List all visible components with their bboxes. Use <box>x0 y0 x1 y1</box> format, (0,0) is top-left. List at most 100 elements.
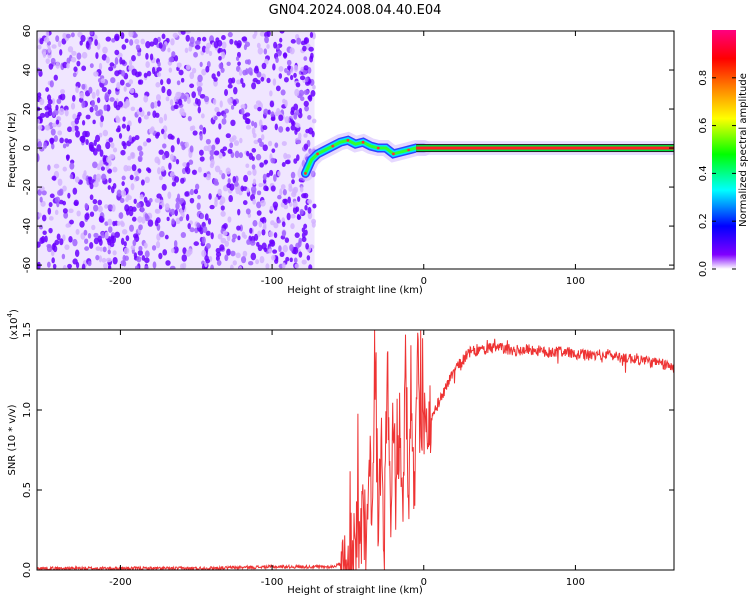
noise-point <box>147 219 154 227</box>
noise-point <box>200 113 205 119</box>
noise-point <box>89 106 94 113</box>
noise-point <box>81 100 86 109</box>
noise-point <box>137 250 143 256</box>
y-tick-label: 40 <box>22 64 33 77</box>
noise-point <box>120 70 126 77</box>
noise-point <box>259 162 264 168</box>
noise-point <box>120 149 126 156</box>
noise-point <box>191 169 197 175</box>
noise-point <box>266 172 270 178</box>
noise-point <box>248 152 254 160</box>
noise-point <box>263 108 269 116</box>
noise-point <box>277 194 282 200</box>
noise-point <box>107 168 113 174</box>
noise-point <box>82 130 88 138</box>
noise-point <box>53 135 59 143</box>
noise-point <box>252 219 258 227</box>
noise-point <box>304 105 310 112</box>
noise-point <box>55 104 59 111</box>
noise-point <box>281 221 286 228</box>
noise-point <box>117 100 123 108</box>
noise-point <box>156 66 162 72</box>
noise-point <box>226 234 231 242</box>
noise-point <box>185 34 190 42</box>
noise-point <box>259 119 263 127</box>
noise-point <box>278 73 283 79</box>
noise-point <box>293 72 297 78</box>
noise-point <box>138 150 144 157</box>
noise-point <box>263 222 267 230</box>
noise-point <box>137 116 142 124</box>
noise-point <box>283 198 288 205</box>
noise-point <box>174 176 180 183</box>
noise-point <box>281 141 287 146</box>
noise-point <box>81 51 88 59</box>
noise-point <box>234 150 240 159</box>
noise-point <box>273 205 278 211</box>
noise-point <box>217 233 223 240</box>
noise-point <box>123 247 130 254</box>
noise-point <box>57 130 63 136</box>
noise-point <box>301 227 306 233</box>
signal-peak <box>316 152 319 156</box>
noise-point <box>136 202 141 209</box>
noise-point <box>106 156 112 164</box>
noise-point <box>245 68 249 76</box>
noise-point <box>59 137 64 144</box>
snr-series-line <box>37 330 674 570</box>
noise-point <box>251 164 256 170</box>
noise-point <box>299 186 304 193</box>
noise-point <box>238 69 243 76</box>
noise-point <box>219 244 225 251</box>
noise-point <box>192 130 198 136</box>
noise-point <box>90 146 95 153</box>
noise-point <box>222 146 228 151</box>
noise-point <box>64 138 69 143</box>
noise-point <box>185 31 191 34</box>
noise-point <box>50 250 55 257</box>
noise-point <box>166 88 172 97</box>
noise-point <box>269 205 274 211</box>
noise-point <box>161 183 167 191</box>
noise-point <box>121 123 127 129</box>
noise-point <box>290 74 294 81</box>
noise-point <box>131 216 137 222</box>
noise-point <box>134 38 140 45</box>
signal-peak <box>376 146 380 150</box>
noise-point <box>221 118 227 125</box>
noise-point <box>121 181 125 187</box>
noise-point <box>205 242 211 249</box>
noise-point <box>156 72 162 77</box>
noise-point <box>51 143 55 150</box>
noise-point <box>69 219 74 225</box>
noise-point <box>112 166 118 173</box>
noise-point <box>71 94 76 102</box>
noise-point <box>89 242 94 249</box>
noise-point <box>81 83 86 90</box>
noise-point <box>93 71 99 77</box>
noise-point <box>214 199 218 207</box>
noise-point <box>295 123 301 129</box>
noise-point <box>205 65 210 73</box>
noise-point <box>41 190 47 196</box>
noise-point <box>143 95 149 103</box>
noise-point <box>37 118 41 124</box>
noise-point <box>270 185 276 192</box>
noise-point <box>210 232 214 240</box>
noise-point <box>92 34 98 41</box>
noise-point <box>108 177 112 184</box>
noise-point <box>70 56 77 63</box>
noise-point <box>275 57 279 63</box>
noise-point <box>56 233 61 241</box>
noise-point <box>72 258 78 265</box>
noise-point <box>197 194 201 200</box>
noise-point <box>125 235 130 242</box>
noise-point <box>185 64 191 70</box>
noise-point <box>220 67 225 73</box>
noise-point <box>272 78 277 86</box>
noise-point <box>46 243 52 249</box>
noise-point <box>214 106 220 113</box>
noise-point <box>218 169 223 176</box>
noise-point <box>238 190 243 196</box>
noise-point <box>194 44 201 50</box>
